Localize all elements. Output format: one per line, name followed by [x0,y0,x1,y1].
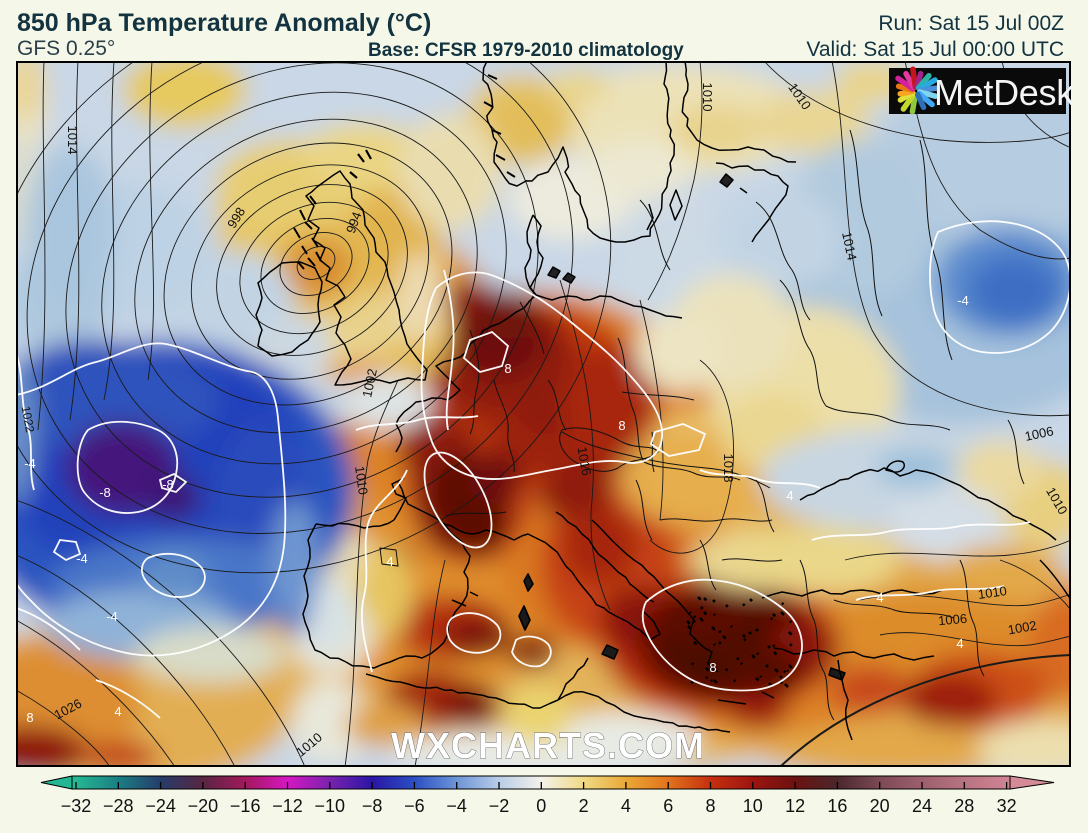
svg-text:−2: −2 [489,796,510,816]
svg-text:12: 12 [785,796,805,816]
svg-text:1006: 1006 [1023,423,1054,444]
svg-text:1006: 1006 [938,611,968,628]
svg-text:1010: 1010 [352,465,371,496]
svg-text:4: 4 [621,796,631,816]
svg-text:1014: 1014 [839,230,860,261]
svg-text:−8: −8 [362,796,383,816]
svg-text:4: 4 [786,488,793,503]
svg-text:-4: -4 [957,293,969,308]
svg-text:−28: −28 [103,796,134,816]
svg-text:4: 4 [956,636,963,651]
svg-text:8: 8 [618,418,625,433]
svg-text:994: 994 [343,210,365,236]
svg-text:28: 28 [954,796,974,816]
svg-text:24: 24 [912,796,932,816]
svg-text:-4: -4 [106,609,118,624]
svg-text:−6: −6 [404,796,425,816]
svg-text:-4: -4 [24,456,36,471]
svg-text:1022: 1022 [19,405,37,434]
svg-text:8: 8 [709,660,716,675]
svg-text:1014: 1014 [65,126,80,155]
svg-text:−32: −32 [61,796,92,816]
svg-text:4: 4 [114,704,121,719]
svg-text:1010: 1010 [977,583,1008,602]
svg-text:1002: 1002 [1007,618,1038,638]
svg-text:-8: -8 [99,485,111,500]
svg-text:−20: −20 [188,796,219,816]
svg-text:8: 8 [26,710,33,725]
svg-text:10: 10 [743,796,763,816]
svg-text:-4: -4 [76,551,88,566]
svg-text:0: 0 [536,796,546,816]
svg-text:2: 2 [579,796,589,816]
svg-text:1010: 1010 [700,83,715,112]
svg-text:6: 6 [663,796,673,816]
svg-text:1002: 1002 [359,367,380,398]
svg-text:−4: −4 [446,796,467,816]
svg-text:4: 4 [876,590,883,605]
svg-text:8: 8 [504,361,511,376]
svg-text:32: 32 [997,796,1017,816]
svg-text:−24: −24 [145,796,176,816]
svg-text:-8: -8 [162,477,174,492]
svg-text:−16: −16 [230,796,261,816]
svg-text:−12: −12 [272,796,303,816]
svg-text:WXCHARTS.COM: WXCHARTS.COM [391,725,705,766]
svg-text:20: 20 [870,796,890,816]
svg-text:1018: 1018 [721,454,736,483]
svg-text:1016: 1016 [575,446,595,477]
svg-text:MetDesk: MetDesk [934,72,1071,113]
svg-text:4: 4 [386,554,393,569]
svg-text:16: 16 [827,796,847,816]
svg-text:−10: −10 [315,796,346,816]
svg-text:8: 8 [705,796,715,816]
